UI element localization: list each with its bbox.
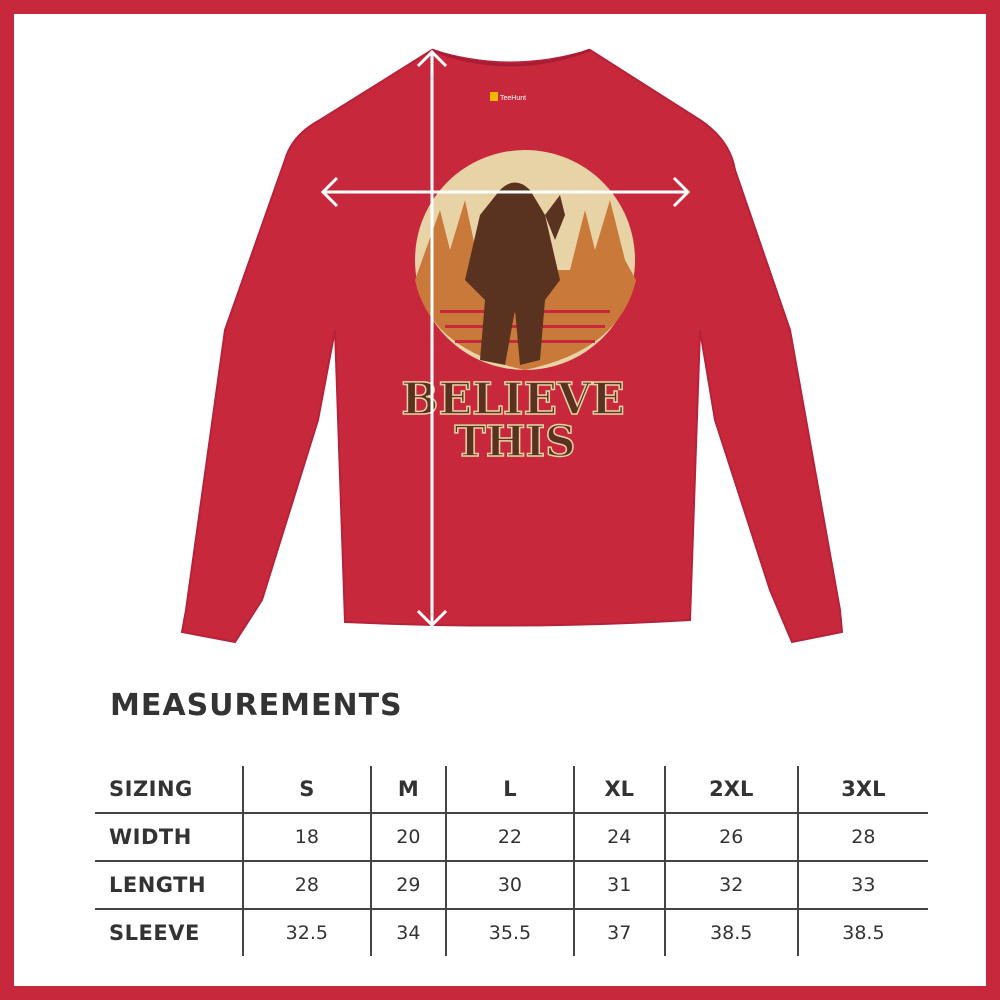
header-cell: M — [369, 766, 447, 813]
table-row: WIDTH 18 20 22 24 26 28 — [95, 812, 928, 861]
table-cell: 37 — [572, 908, 665, 956]
table-cell: 32.5 — [242, 908, 371, 956]
table-cell: 32 — [663, 860, 798, 909]
table-row: LENGTH 28 29 30 31 32 33 — [95, 860, 928, 909]
header-cell: 2XL — [663, 766, 798, 813]
size-chart-table: SIZING S M L XL 2XL 3XL WIDTH 18 20 22 2… — [95, 766, 928, 956]
row-label: LENGTH — [95, 860, 243, 909]
table-cell: 24 — [572, 812, 665, 861]
table-cell: 18 — [242, 812, 371, 861]
table-header-row: SIZING S M L XL 2XL 3XL — [95, 766, 928, 813]
header-cell: XL — [572, 766, 665, 813]
table-cell: 20 — [369, 812, 447, 861]
print-text-believe: BELIEVE — [401, 374, 624, 425]
table-row: SLEEVE 32.5 34 35.5 37 38.5 38.5 — [95, 908, 928, 956]
table-cell: 22 — [445, 812, 574, 861]
shirt-image: TeeHunt BELIEVE THIS — [180, 48, 844, 644]
table-cell: 28 — [796, 812, 928, 861]
table-cell: 38.5 — [796, 908, 928, 956]
table-cell: 31 — [572, 860, 665, 909]
row-label: WIDTH — [95, 812, 243, 861]
header-cell: SIZING — [109, 777, 193, 801]
measurements-title: MEASUREMENTS — [110, 688, 403, 723]
width-arrow — [320, 176, 691, 208]
header-cell: L — [445, 766, 574, 813]
table-cell: 35.5 — [445, 908, 574, 956]
table-cell: 33 — [796, 860, 928, 909]
table-cell: 29 — [369, 860, 447, 909]
header-cell: 3XL — [796, 766, 928, 813]
bigfoot-graphic — [415, 150, 636, 370]
print-text-this: THIS — [455, 417, 576, 466]
table-cell: 26 — [663, 812, 798, 861]
teehunt-label: TeeHunt — [490, 92, 526, 102]
table-cell: 34 — [369, 908, 447, 956]
header-cell: S — [242, 766, 371, 813]
length-arrow — [416, 49, 448, 628]
svg-text:TeeHunt: TeeHunt — [500, 95, 526, 102]
table-cell: 28 — [242, 860, 371, 909]
table-cell: 30 — [445, 860, 574, 909]
table-cell: 38.5 — [663, 908, 798, 956]
row-label: SLEEVE — [95, 908, 243, 956]
